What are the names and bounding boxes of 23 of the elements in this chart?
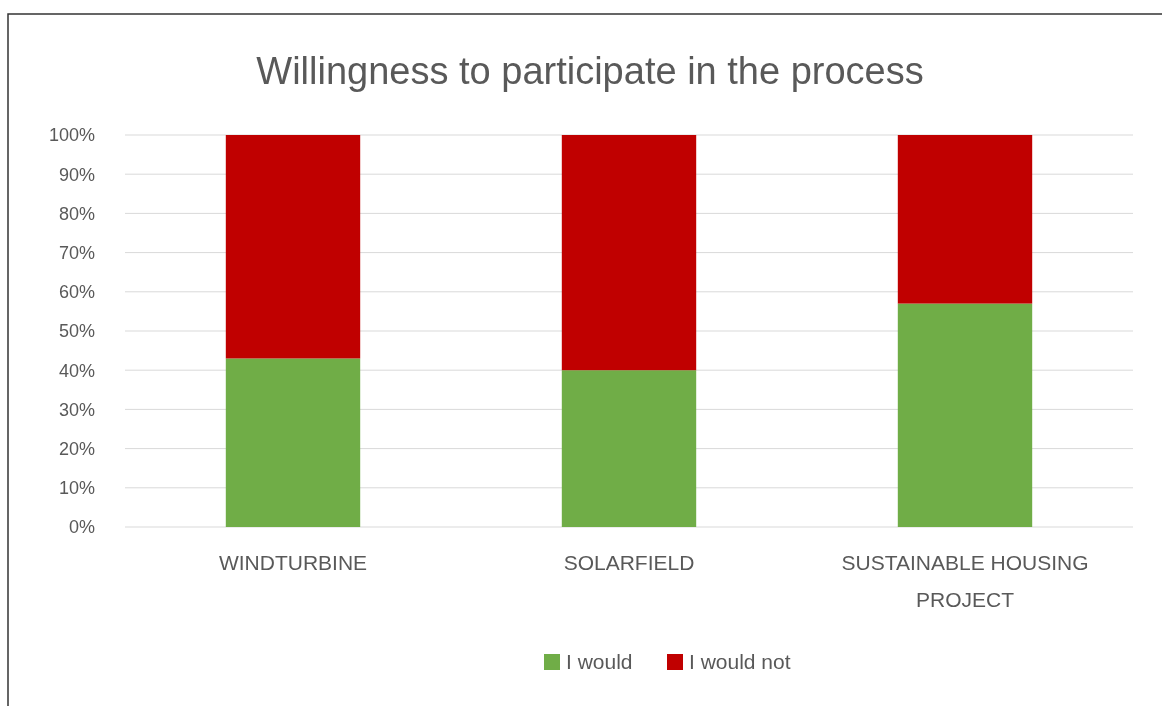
y-tick-label: 50% <box>58 321 95 342</box>
bar <box>561 370 697 527</box>
x-tick-label: SUSTAINABLE HOUSING PROJECT <box>841 551 1089 611</box>
y-tick-label: 90% <box>58 164 95 185</box>
y-tick-label: 20% <box>58 438 95 459</box>
x-tick-label: WINDTURBINE <box>218 551 368 574</box>
bar <box>561 135 697 371</box>
legend-label: I would not <box>689 650 791 674</box>
chart-title: Willingness to participate in the process <box>256 50 924 92</box>
x-tick-label: SOLARFIELD <box>563 551 695 574</box>
bar <box>225 358 361 527</box>
y-tick-label: 70% <box>58 242 95 263</box>
bar <box>897 303 1033 527</box>
y-tick-label: 40% <box>58 360 95 381</box>
y-tick-label: 10% <box>58 478 95 499</box>
legend-label: I would <box>566 650 633 674</box>
y-tick-label: 100% <box>48 125 95 146</box>
y-tick-label: 80% <box>58 203 95 224</box>
y-tick-label: 0% <box>68 517 95 538</box>
y-tick-label: 30% <box>58 399 95 420</box>
bar <box>897 135 1033 304</box>
bar <box>225 135 361 359</box>
y-tick-label: 60% <box>58 282 95 303</box>
